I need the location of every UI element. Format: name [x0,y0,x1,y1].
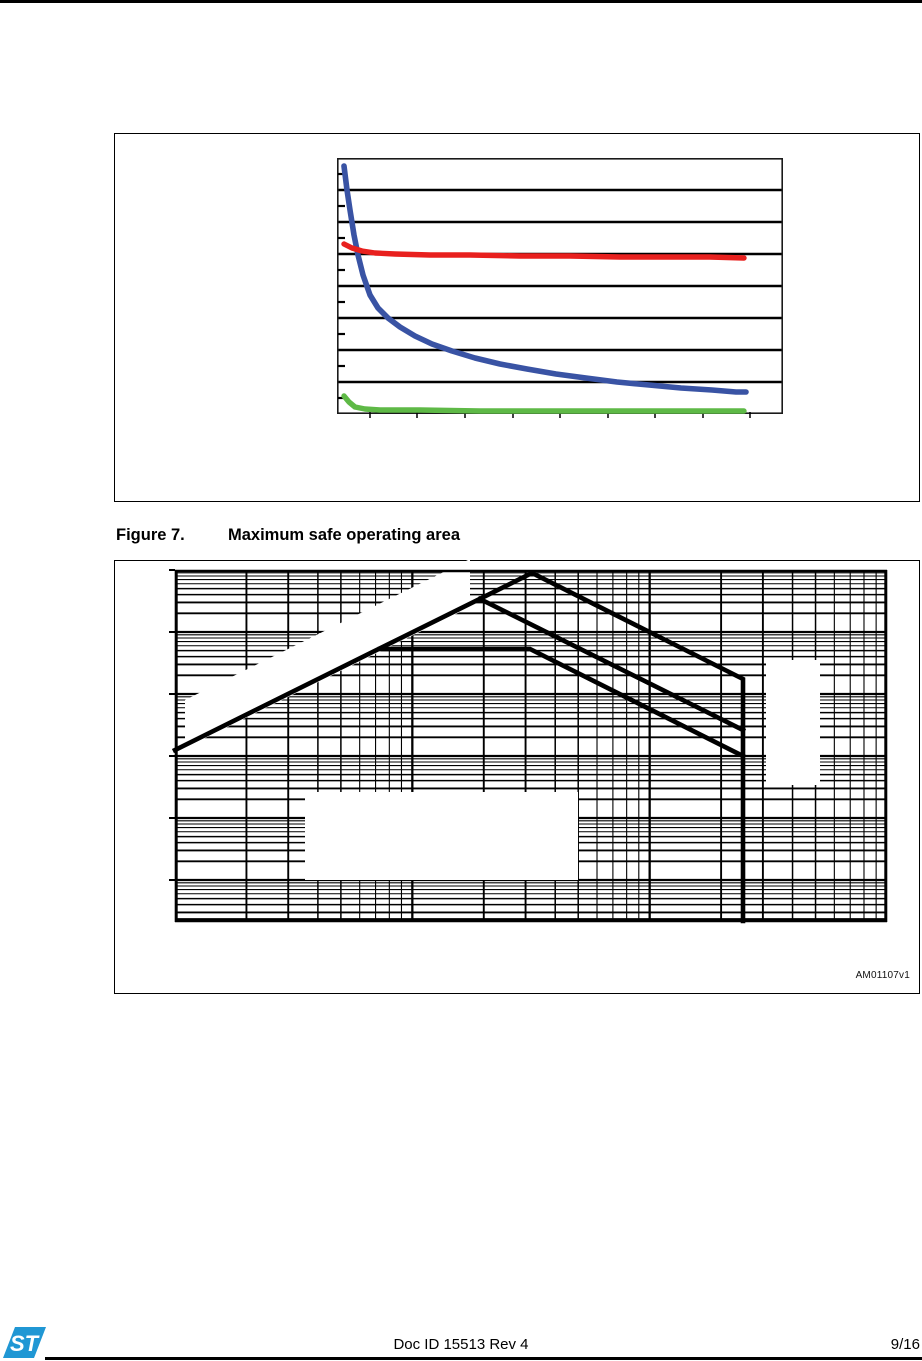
footer-rule [45,1357,922,1360]
footer-page-number: 9/16 [890,1336,920,1353]
figure7-caption-title: Maximum safe operating area [228,526,460,544]
figure6-line-chart [337,158,783,418]
figure6-box [114,133,920,502]
st-logo-icon: ST [3,1327,46,1358]
figure7-code: AM01107v1 [855,970,910,981]
figure7-soa-chart [169,559,888,924]
figure7-box: AM01107v1 [114,559,920,994]
figure7-caption: Figure 7. Maximum safe operating area [114,526,904,548]
figure7-caption-label: Figure 7. [116,526,185,544]
footer-doc-id: Doc ID 15513 Rev 4 [393,1336,529,1353]
st-logo-text: ST [10,1331,40,1356]
page-top-edge-bar [0,0,922,3]
